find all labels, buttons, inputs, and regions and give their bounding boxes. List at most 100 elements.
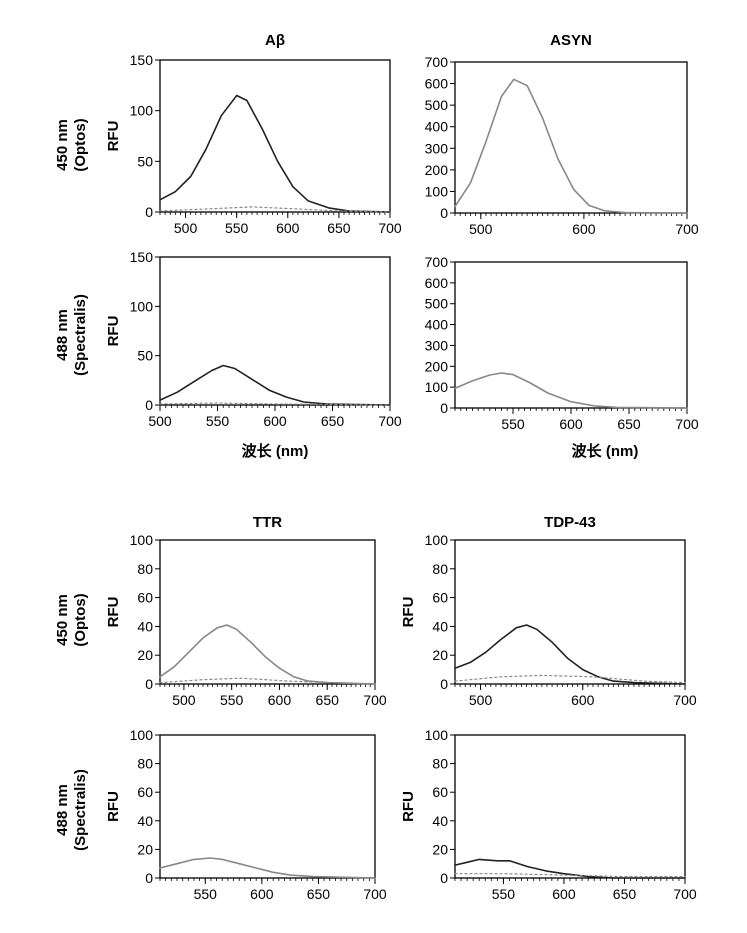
row-label-3-line2: (Optos) [72, 593, 89, 646]
y-tick-label: 0 [440, 870, 448, 886]
y-tick-label: 100 [425, 532, 449, 548]
y-tick-label: 80 [432, 756, 448, 772]
y-tick-label: 600 [425, 275, 449, 291]
x-tick-label: 500 [174, 220, 198, 236]
series-line-1-solid [160, 366, 390, 406]
y-tick-label: 300 [425, 140, 449, 156]
y-tick-label: 0 [145, 870, 153, 886]
series-line-1-solid [455, 625, 685, 684]
x-tick-label: 600 [250, 886, 274, 902]
row-label-1-line2: (Optos) [72, 118, 89, 171]
y-tick-label: 100 [425, 379, 449, 395]
chart-panel-6: 500600700020406080100TDP-43RFU [400, 514, 697, 708]
chart-panel-3: 500550600650700050100150RFU [105, 249, 402, 429]
y-tick-label: 60 [432, 590, 448, 606]
y-tick-label: 600 [425, 76, 449, 92]
series-line-1-solid [160, 858, 375, 878]
x-tick-label: 550 [492, 886, 516, 902]
x-tick-label: 700 [363, 692, 387, 708]
row-labels: 450 nm (Optos) 488 nm (Spectralis) 450 n… [54, 118, 89, 851]
plot-frame [455, 735, 685, 878]
y-tick-label: 50 [137, 348, 153, 364]
y-tick-label: 400 [425, 119, 449, 135]
series-line-1-solid [160, 96, 390, 213]
x-tick-label: 500 [148, 413, 172, 429]
x-tick-label: 650 [617, 416, 641, 432]
y-tick-label: 100 [425, 727, 449, 743]
y-tick-label: 80 [432, 561, 448, 577]
y-tick-label: 300 [425, 337, 449, 353]
x-tick-label: 500 [469, 221, 493, 237]
y-tick-label: 20 [137, 841, 153, 857]
y-tick-label: 150 [130, 52, 154, 68]
y-axis-label: RFU [105, 316, 122, 347]
y-tick-label: 40 [137, 813, 153, 829]
chart-title: TDP-43 [544, 514, 596, 531]
row-label-2-line1: 488 nm [54, 309, 71, 361]
x-tick-label: 550 [501, 416, 525, 432]
x-tick-label: 700 [673, 692, 697, 708]
y-tick-label: 0 [440, 676, 448, 692]
x-axis-title-right: 波长 (nm) [572, 442, 639, 460]
x-tick-label: 700 [378, 413, 402, 429]
plot-frame [160, 540, 375, 684]
y-tick-label: 100 [130, 298, 154, 314]
y-tick-label: 700 [425, 254, 449, 270]
x-tick-label: 600 [559, 416, 583, 432]
y-tick-label: 0 [145, 204, 153, 220]
x-tick-label: 550 [206, 413, 230, 429]
y-tick-label: 40 [432, 618, 448, 634]
x-tick-label: 500 [172, 692, 196, 708]
plot-frame [455, 540, 685, 684]
x-tick-label: 650 [327, 220, 351, 236]
chart-panel-1: 500550600650700050100150AβRFU [105, 32, 402, 236]
x-axis-title-left: 波长 (nm) [242, 442, 309, 460]
y-tick-label: 50 [137, 153, 153, 169]
x-tick-label: 600 [263, 413, 287, 429]
row-label-1-line1: 450 nm [54, 119, 71, 171]
y-tick-label: 40 [137, 618, 153, 634]
row-label-4-line2: (Spectralis) [72, 769, 89, 851]
y-tick-label: 0 [145, 676, 153, 692]
y-tick-label: 150 [130, 249, 154, 265]
x-tick-label: 650 [307, 886, 331, 902]
y-tick-label: 0 [440, 205, 448, 221]
series-line-1-solid [455, 79, 687, 213]
chart-panel-2: 5006007000100200300400500600700ASYN [425, 32, 699, 237]
x-tick-label: 650 [321, 413, 345, 429]
x-tick-label: 700 [673, 886, 697, 902]
chart-title: TTR [253, 514, 282, 531]
y-tick-label: 40 [432, 813, 448, 829]
y-tick-label: 60 [137, 590, 153, 606]
x-tick-label: 650 [316, 692, 340, 708]
x-tick-label: 550 [194, 886, 218, 902]
plot-frame [160, 60, 390, 212]
x-tick-label: 600 [276, 220, 300, 236]
row-label-3-line1: 450 nm [54, 594, 71, 646]
y-tick-label: 100 [130, 727, 154, 743]
y-axis-label: RFU [400, 791, 417, 822]
plot-frame [160, 257, 390, 405]
y-tick-label: 200 [425, 162, 449, 178]
x-tick-label: 650 [613, 886, 637, 902]
x-tick-label: 700 [675, 221, 699, 237]
chart-panel-5: 500550600650700020406080100TTRRFU [105, 514, 387, 708]
row-label-4-line1: 488 nm [54, 784, 71, 836]
y-tick-label: 100 [130, 103, 154, 119]
plot-frame [160, 735, 375, 878]
series-line-1-solid [455, 373, 687, 408]
chart-title: Aβ [265, 32, 285, 49]
y-tick-label: 200 [425, 358, 449, 374]
y-axis-label: RFU [400, 597, 417, 628]
series-line-2-dotted [160, 207, 390, 212]
x-tick-label: 550 [225, 220, 249, 236]
y-axis-label: RFU [105, 121, 122, 152]
y-tick-label: 500 [425, 97, 449, 113]
chart-panel-8: 550600650700020406080100RFU [400, 727, 697, 902]
y-tick-label: 20 [432, 841, 448, 857]
y-tick-label: 0 [440, 400, 448, 416]
plot-frame [455, 62, 687, 213]
y-axis-label: RFU [105, 791, 122, 822]
y-tick-label: 20 [137, 647, 153, 663]
